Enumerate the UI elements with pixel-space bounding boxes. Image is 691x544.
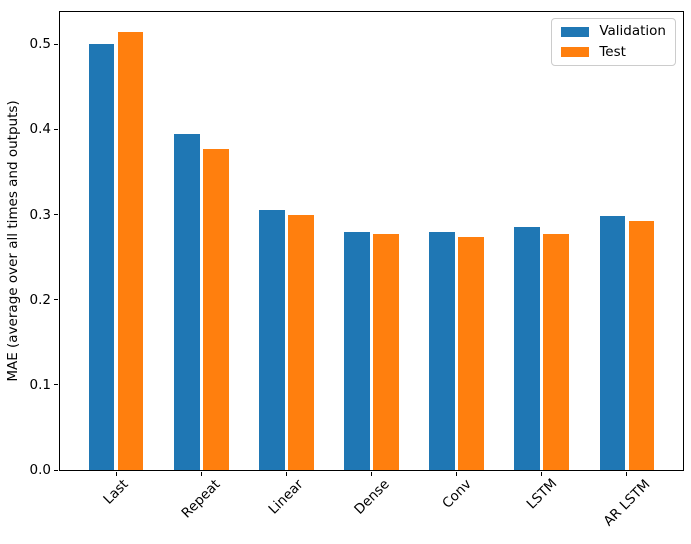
y-tick xyxy=(54,384,58,386)
x-tick-label-repeat: Repeat xyxy=(178,476,224,522)
bar-validation-dense xyxy=(344,231,370,470)
bar-test-last xyxy=(117,31,144,470)
y-tick-label: 0.4 xyxy=(29,121,51,138)
x-tick xyxy=(626,472,628,476)
bar-test-conv xyxy=(458,236,484,470)
y-tick xyxy=(54,43,58,45)
x-tick-label-linear: Linear xyxy=(265,476,307,517)
y-tick xyxy=(54,299,58,301)
legend-label-validation: Validation xyxy=(599,23,666,39)
bar-test-ar-lstm xyxy=(628,221,655,470)
legend-item-validation: Validation xyxy=(561,23,666,39)
bar-validation-ar-lstm xyxy=(599,216,626,470)
bar-test-repeat xyxy=(202,149,229,470)
y-tick-label: 0.0 xyxy=(29,462,51,478)
bar-validation-linear xyxy=(259,209,285,470)
legend-label-test: Test xyxy=(599,43,626,60)
bar-validation-last xyxy=(88,43,115,470)
bar-test-dense xyxy=(373,234,399,470)
validation-color-swatch xyxy=(561,26,590,37)
y-tick xyxy=(54,469,58,471)
y-tick-label: 0.2 xyxy=(29,291,51,308)
bar-test-linear xyxy=(288,215,314,470)
y-tick xyxy=(54,128,58,130)
x-tick xyxy=(285,472,287,476)
bar-validation-repeat xyxy=(174,133,200,470)
y-tick-label: 0.1 xyxy=(29,376,51,393)
test-color-swatch xyxy=(561,47,590,58)
x-tick-label-ar-lstm: AR LSTM xyxy=(600,476,654,529)
bar-validation-lstm xyxy=(514,226,540,470)
y-tick-label: 0.5 xyxy=(29,36,51,53)
plot-area: Validation Test 0.0 0.1 0.2 0.3 0.4 0.5 Last Re… xyxy=(30,11,684,529)
x-tick-label-last: Last xyxy=(100,475,132,508)
bar-test-lstm xyxy=(543,234,569,470)
x-tick xyxy=(115,472,117,476)
legend-item-test: Test xyxy=(561,43,666,60)
x-tick xyxy=(371,472,372,476)
x-tick-label-dense: Dense xyxy=(350,476,393,518)
y-axis-label: MAE (average over all times and outputs) xyxy=(5,100,21,382)
x-tick xyxy=(200,472,202,476)
bar-validation-conv xyxy=(429,231,455,470)
y-tick-label: 0.3 xyxy=(29,206,51,223)
x-tick-label-conv: Conv xyxy=(438,475,475,512)
y-tick xyxy=(54,214,58,216)
x-tick-label-lstm: LSTM xyxy=(523,475,561,513)
x-tick xyxy=(456,472,458,476)
x-tick xyxy=(541,472,543,476)
legend: Validation Test xyxy=(551,18,676,66)
